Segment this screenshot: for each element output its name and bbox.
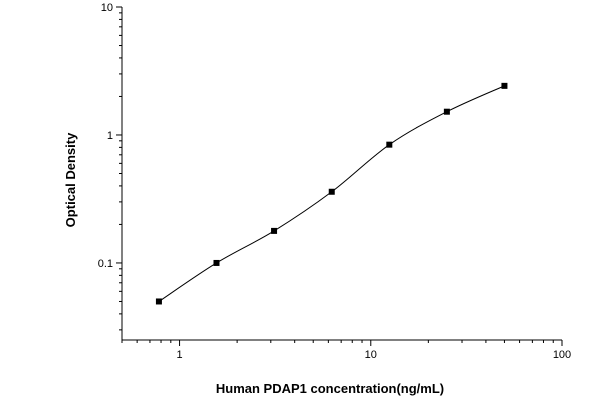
data-point xyxy=(386,141,393,148)
x-tick-label: 100 xyxy=(553,349,571,361)
plot-area: 1 10 100 0.1 1 10 xyxy=(98,2,571,361)
data-point xyxy=(271,227,278,234)
y-tick-label: 1 xyxy=(107,130,113,142)
data-point xyxy=(155,298,162,305)
data-point xyxy=(328,188,335,195)
data-point xyxy=(443,108,450,115)
x-tick-label: 10 xyxy=(365,349,377,361)
data-point xyxy=(501,82,508,89)
x-axis-title: Human PDAP1 concentration(ng/mL) xyxy=(216,381,444,396)
y-tick-label: 10 xyxy=(101,2,113,14)
y-tick-label: 0.1 xyxy=(98,258,113,270)
data-point xyxy=(213,259,220,266)
x-tick-label: 1 xyxy=(177,349,183,361)
y-axis-title: Optical Density xyxy=(63,132,78,227)
